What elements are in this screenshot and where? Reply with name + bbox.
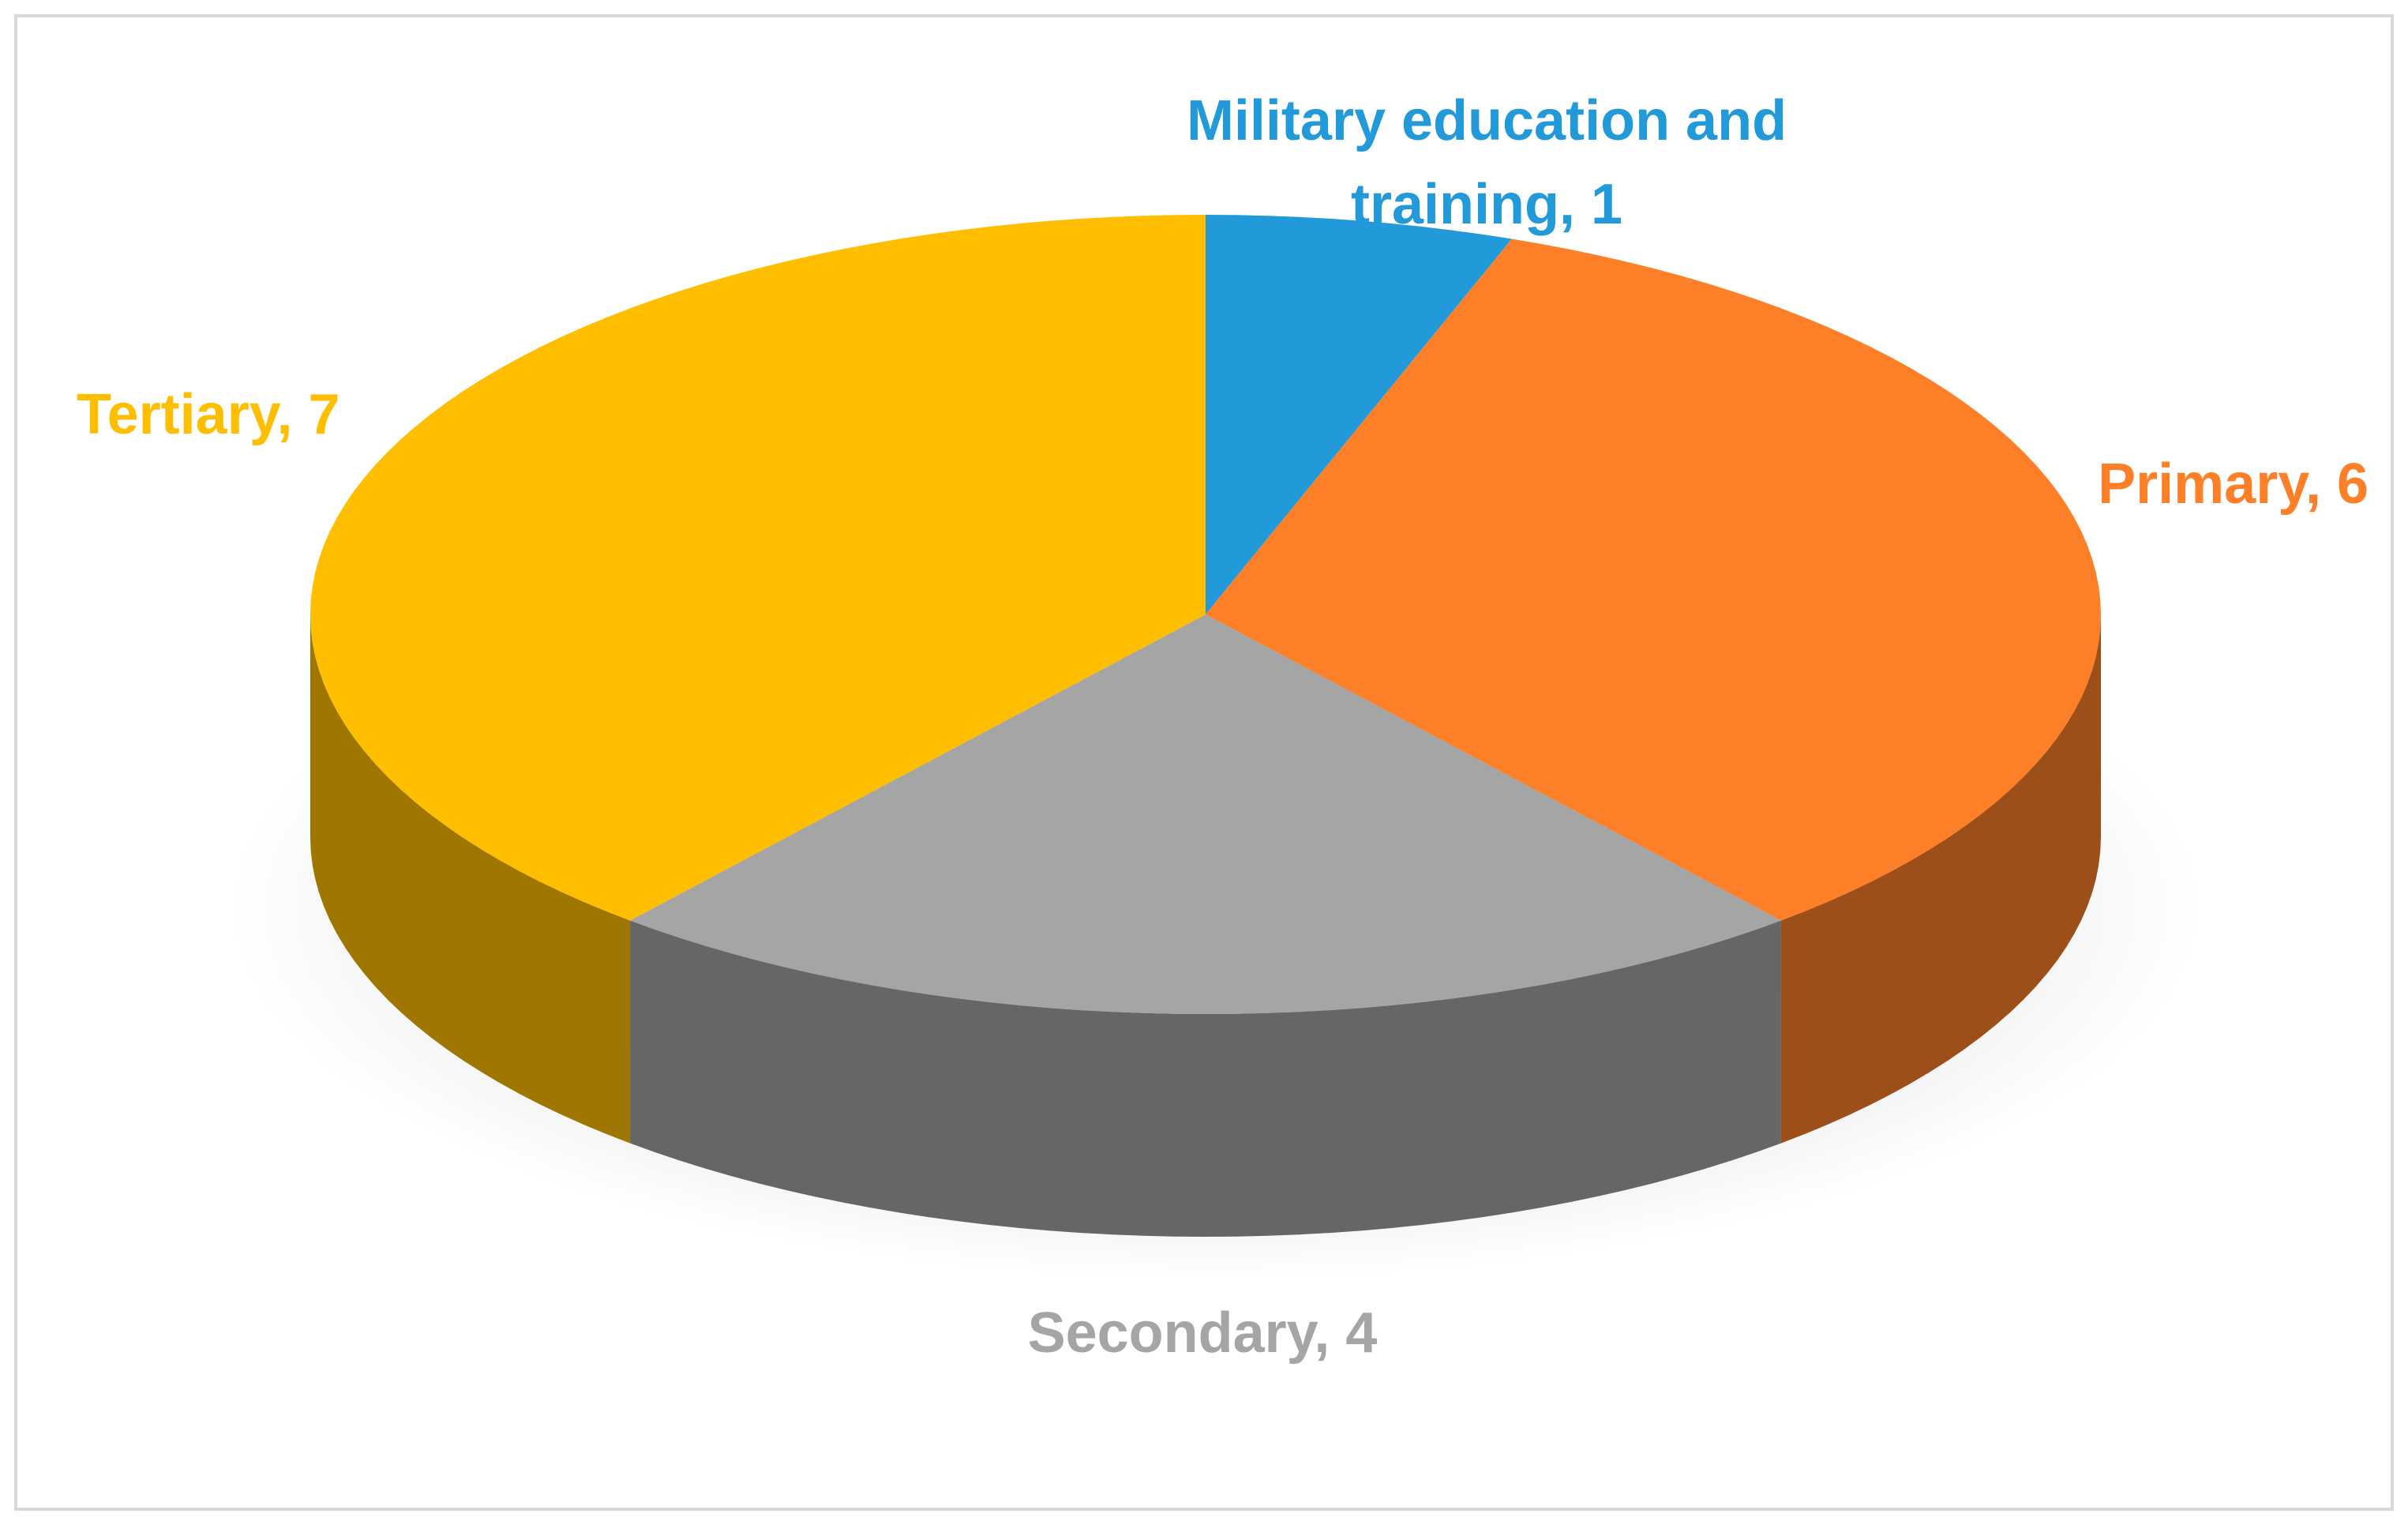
data-label: Secondary, 4: [1027, 1302, 1378, 1365]
pie-sides: [310, 614, 2101, 1237]
slice-side: [310, 614, 631, 1144]
slice: [1206, 239, 2101, 921]
data-label: Tertiary, 7: [77, 383, 340, 446]
slice: [310, 215, 1206, 921]
slice: [630, 614, 1781, 1014]
data-label: Military education and training, 1: [1186, 89, 1787, 236]
slice-side: [1780, 614, 2101, 1144]
pie-tops: [310, 215, 2101, 1014]
slice: [1206, 215, 1512, 614]
data-label: Primary, 6: [2098, 453, 2369, 516]
slice-side: [630, 920, 1781, 1237]
